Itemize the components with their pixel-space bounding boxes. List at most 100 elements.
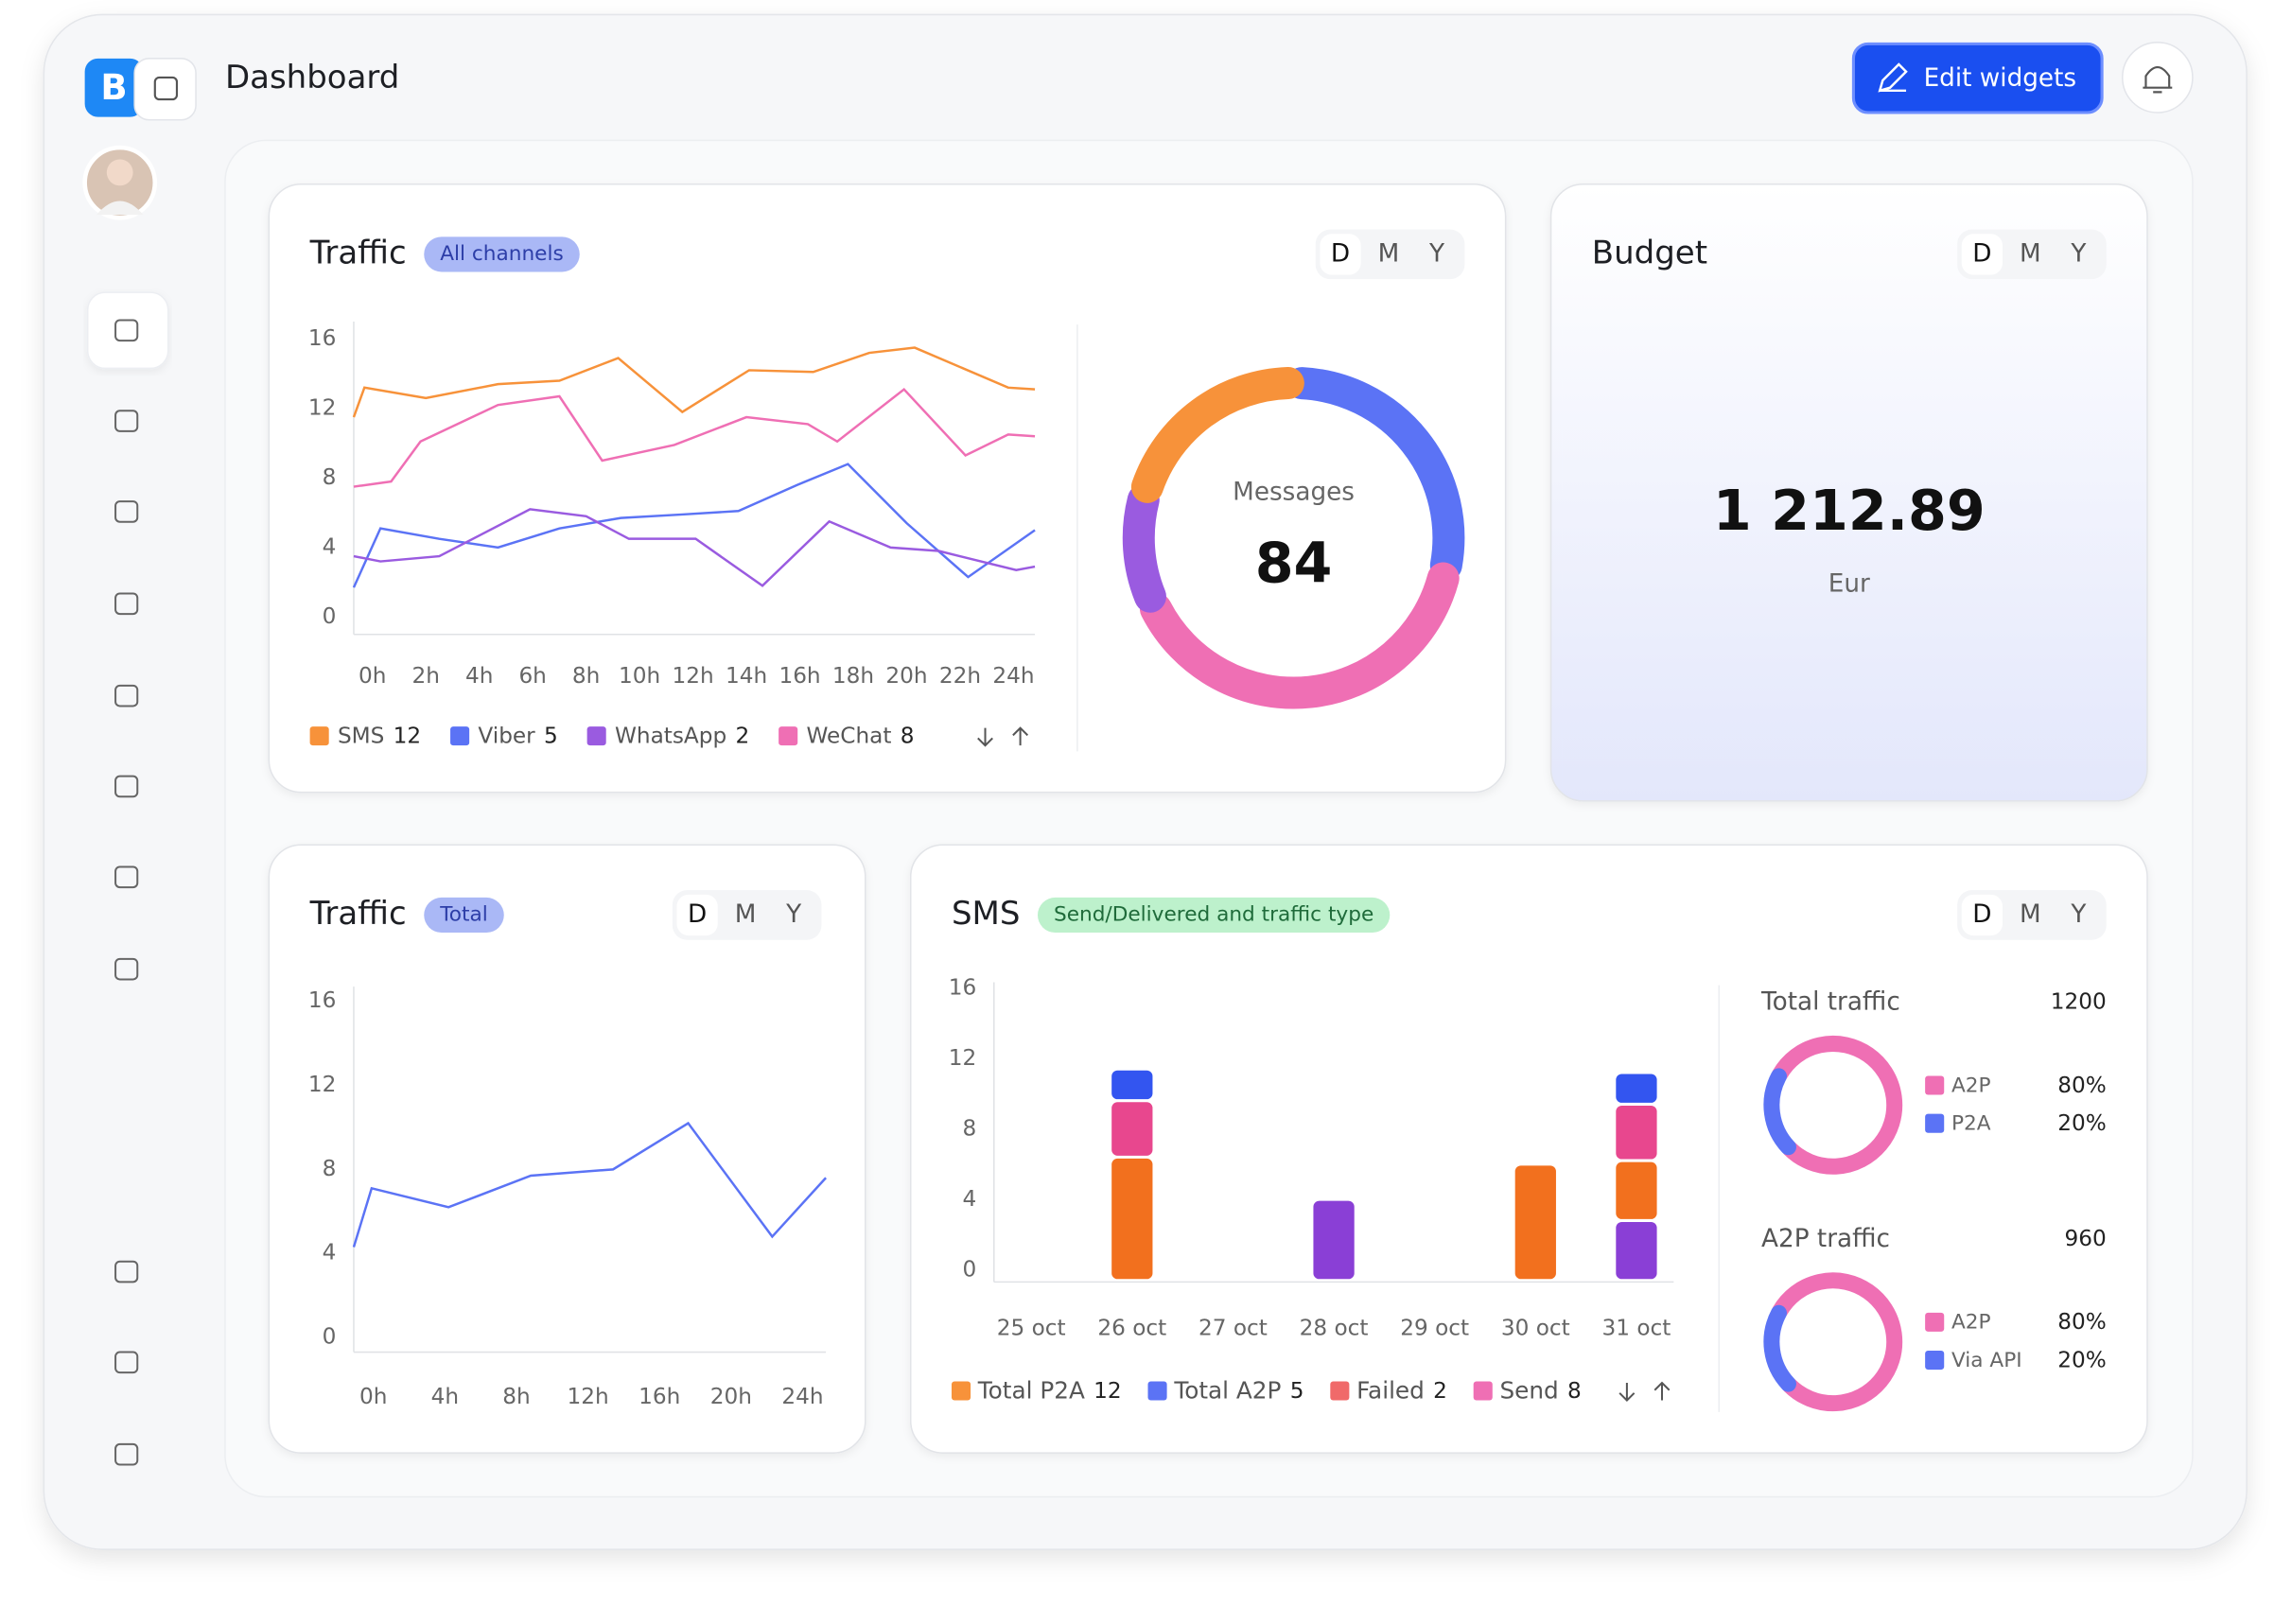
bell-icon	[2143, 66, 2173, 94]
nav-icon[interactable]	[114, 865, 139, 889]
badge	[424, 236, 580, 272]
nav-icon[interactable]	[114, 957, 139, 981]
legend-value: 8	[901, 723, 915, 748]
y-tick-label: 0	[323, 603, 337, 629]
budget-amount: 1 212.89	[1713, 478, 1986, 543]
legend-value: 2	[1433, 1378, 1447, 1404]
toggle-icon	[153, 76, 179, 101]
nav-icon[interactable]	[114, 500, 139, 523]
logo-mark: B	[100, 67, 127, 108]
period-option: M	[2020, 900, 2041, 929]
edit-widgets-button[interactable]	[1851, 42, 2104, 114]
y-tick-label: 16	[308, 325, 336, 351]
bar-segment	[1616, 1074, 1657, 1103]
x-tick-label: 16h	[639, 1384, 680, 1409]
bar-segment	[1616, 1161, 1657, 1219]
legend-label: Via API	[1951, 1349, 2022, 1372]
nav-icon[interactable]	[114, 592, 139, 616]
legend-label: A2P	[1951, 1074, 1991, 1097]
nav-icon[interactable]	[114, 1442, 139, 1466]
period-selected[interactable]	[1961, 894, 2003, 936]
x-tick-label: 31 oct	[1602, 1315, 1671, 1340]
x-tick-label: 4h	[465, 663, 493, 689]
y-tick-label: 12	[308, 394, 336, 420]
x-tick-label: 10h	[619, 663, 660, 689]
bar-segment	[1111, 1102, 1153, 1156]
bar-segment	[1616, 1106, 1657, 1160]
legend-label: A2P	[1951, 1311, 1991, 1335]
y-tick-label: 16	[308, 987, 336, 1013]
sort-desc-icon[interactable]	[977, 727, 993, 747]
nav-icon[interactable]	[114, 319, 139, 342]
legend-swatch	[1147, 1381, 1167, 1401]
legend-value: 20%	[2057, 1347, 2107, 1372]
sort-desc-icon[interactable]	[1618, 1383, 1636, 1402]
x-tick-label: 29 oct	[1400, 1315, 1469, 1340]
nav-icon[interactable]	[114, 410, 139, 432]
legend-label: Total P2A	[977, 1376, 1085, 1404]
bar-segment	[1111, 1070, 1153, 1100]
x-tick-label: 0h	[359, 1384, 387, 1409]
legend-swatch	[951, 1381, 971, 1401]
donut-total: 84	[1255, 531, 1333, 596]
nav-selected[interactable]	[86, 291, 169, 370]
period-option: M	[1378, 239, 1400, 268]
period-option: D	[1331, 239, 1350, 268]
donut-segment	[1772, 1035, 1903, 1175]
legend-label: P2A	[1951, 1111, 1991, 1135]
period-option: Y	[785, 900, 802, 929]
y-tick-label: 0	[962, 1256, 976, 1282]
period-selected[interactable]	[1320, 234, 1361, 275]
legend-swatch	[779, 726, 798, 746]
x-tick-label: 28 oct	[1300, 1315, 1369, 1340]
legend-swatch	[1925, 1113, 1945, 1133]
y-tick-label: 12	[308, 1072, 336, 1097]
x-tick-label: 20h	[710, 1384, 752, 1409]
series-line	[352, 463, 1036, 588]
donut-segment	[1772, 1272, 1903, 1412]
legend-label: WhatsApp	[615, 723, 726, 748]
donut-segment	[1286, 367, 1465, 582]
legend-label: Failed	[1356, 1376, 1425, 1404]
nav-icon[interactable]	[114, 684, 139, 707]
period-selected[interactable]	[1961, 234, 2003, 275]
legend-value: 80%	[2057, 1309, 2107, 1335]
y-tick-label: 4	[323, 1240, 337, 1266]
sort-asc-icon[interactable]	[1653, 1381, 1671, 1401]
nav-icon[interactable]	[114, 1351, 139, 1374]
y-tick-label: 8	[323, 464, 337, 490]
x-tick-label: 26 oct	[1097, 1315, 1166, 1340]
legend-value: 5	[1290, 1378, 1304, 1404]
sort-asc-icon[interactable]	[1012, 726, 1029, 746]
y-tick-label: 8	[962, 1115, 976, 1141]
x-tick-label: 4h	[431, 1384, 459, 1409]
donut-segment	[1139, 562, 1460, 709]
bar-segment	[1111, 1158, 1153, 1280]
nav-icon[interactable]	[114, 1260, 139, 1283]
badge-label: Total	[439, 902, 488, 926]
donut-segment	[1763, 1068, 1796, 1156]
x-tick-label: 8h	[502, 1384, 530, 1409]
badge	[1037, 897, 1391, 933]
notifications-button[interactable]	[2121, 42, 2194, 114]
legend-value: 20%	[2057, 1110, 2107, 1136]
legend-label: Total A2P	[1173, 1376, 1281, 1404]
bar-segment	[1313, 1200, 1355, 1280]
y-tick-label: 8	[323, 1156, 337, 1181]
x-tick-label: 8h	[572, 663, 600, 689]
legend-swatch	[1925, 1312, 1945, 1332]
page-title: Dashboard	[225, 59, 399, 96]
avatar-face	[106, 159, 133, 186]
legend-label: SMS	[338, 723, 384, 748]
legend-swatch	[1925, 1075, 1945, 1095]
x-tick-label: 30 oct	[1501, 1315, 1570, 1340]
x-tick-label: 14h	[726, 663, 767, 689]
period-selected[interactable]	[676, 894, 718, 936]
pencil-icon	[1878, 62, 1908, 93]
series-line	[353, 387, 1036, 488]
period-option: D	[688, 900, 707, 929]
y-tick-label: 4	[323, 533, 337, 559]
nav-icon[interactable]	[114, 775, 139, 798]
sidebar-toggle[interactable]	[133, 58, 197, 121]
